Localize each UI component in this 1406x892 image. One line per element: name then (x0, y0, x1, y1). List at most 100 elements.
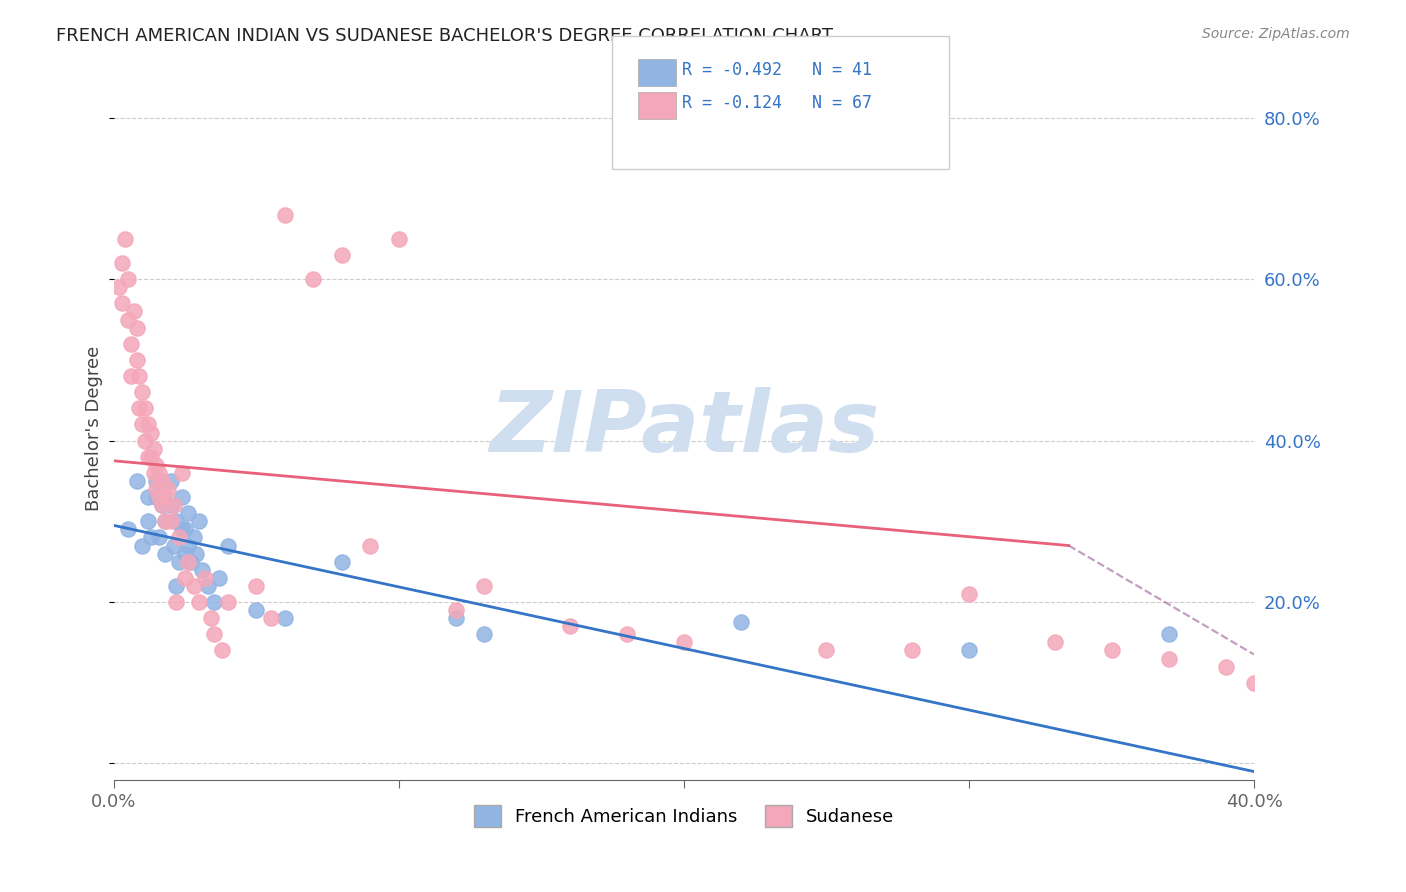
Point (815, 643, 838, 657)
Point (200, 611, 222, 625)
Point (148, 490, 170, 504)
Point (359, 539, 381, 553)
Point (177, 539, 200, 553)
Point (150, 474, 173, 488)
Point (120, 369, 142, 384)
Point (128, 369, 150, 384)
Point (186, 547, 208, 561)
Point (159, 474, 181, 488)
Point (136, 514, 159, 528)
Point (156, 482, 179, 496)
Point (330, 248, 353, 262)
Point (1215, 659, 1237, 673)
Point (169, 555, 191, 569)
Point (259, 611, 281, 625)
Point (174, 523, 197, 537)
Point (388, 232, 411, 246)
Point (150, 498, 173, 512)
Point (1243, 675, 1265, 690)
Point (111, 296, 134, 310)
Point (131, 539, 153, 553)
Point (131, 417, 153, 432)
Point (153, 547, 176, 561)
Point (174, 547, 197, 561)
Point (162, 539, 184, 553)
Point (330, 555, 353, 569)
Point (153, 514, 176, 528)
Point (165, 514, 187, 528)
Point (159, 514, 181, 528)
Text: Source: ZipAtlas.com: Source: ZipAtlas.com (1202, 27, 1350, 41)
Point (191, 563, 214, 577)
Point (1271, 659, 1294, 673)
Point (957, 643, 980, 657)
Point (177, 506, 200, 520)
Point (183, 531, 205, 545)
Point (180, 555, 202, 569)
Point (194, 571, 217, 585)
Point (136, 490, 159, 504)
Point (444, 603, 467, 617)
Point (165, 579, 187, 593)
Point (153, 514, 176, 528)
Point (302, 272, 325, 286)
Point (472, 627, 495, 641)
Point (148, 466, 170, 480)
Point (120, 336, 142, 351)
Point (472, 579, 495, 593)
Point (145, 474, 167, 488)
Point (957, 587, 980, 601)
Point (208, 571, 231, 585)
Point (142, 442, 165, 456)
Point (217, 595, 239, 609)
Point (169, 531, 191, 545)
Point (672, 635, 695, 649)
Point (153, 490, 176, 504)
Point (165, 595, 187, 609)
Point (117, 272, 139, 286)
Point (211, 643, 233, 657)
Point (117, 312, 139, 326)
Point (197, 579, 219, 593)
Point (444, 611, 467, 625)
Point (172, 466, 194, 480)
Point (148, 531, 170, 545)
Point (1157, 627, 1180, 641)
Point (139, 425, 162, 440)
Point (108, 280, 131, 294)
Point (172, 523, 194, 537)
Point (125, 474, 148, 488)
Point (177, 555, 200, 569)
Point (145, 482, 167, 496)
Point (111, 256, 134, 270)
Point (134, 401, 156, 416)
Point (202, 595, 225, 609)
Text: FRENCH AMERICAN INDIAN VS SUDANESE BACHELOR'S DEGREE CORRELATION CHART: FRENCH AMERICAN INDIAN VS SUDANESE BACHE… (56, 27, 834, 45)
Point (616, 627, 638, 641)
Point (114, 232, 136, 246)
Point (117, 523, 139, 537)
Point (139, 531, 162, 545)
Text: R = -0.492   N = 41: R = -0.492 N = 41 (682, 61, 872, 78)
Point (274, 611, 297, 625)
Y-axis label: Bachelor's Degree: Bachelor's Degree (86, 346, 103, 511)
Point (245, 603, 267, 617)
Point (1101, 643, 1123, 657)
Point (122, 304, 145, 318)
Point (901, 643, 924, 657)
Point (558, 619, 581, 633)
Point (202, 627, 225, 641)
Point (183, 579, 205, 593)
Point (136, 450, 159, 464)
Point (150, 498, 173, 512)
Point (174, 571, 197, 585)
Point (131, 385, 153, 400)
Point (128, 401, 150, 416)
Legend: French American Indians, Sudanese: French American Indians, Sudanese (467, 797, 901, 834)
Text: ZIPatlas: ZIPatlas (489, 387, 879, 470)
Point (162, 498, 184, 512)
Point (125, 320, 148, 334)
Point (188, 514, 211, 528)
Point (142, 466, 165, 480)
Point (1157, 651, 1180, 665)
